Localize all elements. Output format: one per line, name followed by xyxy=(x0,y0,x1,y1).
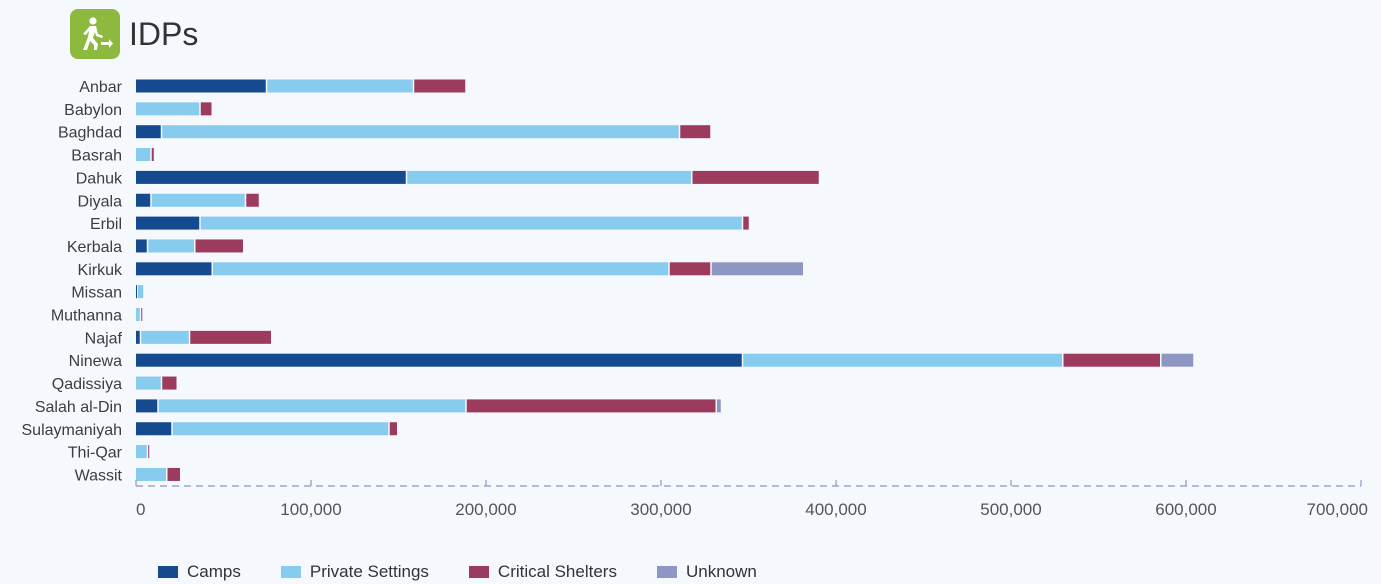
bar-camps xyxy=(136,79,266,93)
chart-title: IDPs xyxy=(129,15,199,52)
category-label: Dahuk xyxy=(76,170,123,187)
bar-private-settings xyxy=(200,216,742,230)
bar-critical-shelters xyxy=(389,422,397,436)
bar-unknown xyxy=(711,262,803,276)
bar-camps xyxy=(136,353,742,367)
bar-critical-shelters xyxy=(141,308,143,321)
category-label: Missan xyxy=(71,285,122,302)
legend-swatch xyxy=(158,566,178,578)
bar-camps xyxy=(136,422,172,436)
category-label: Baghdad xyxy=(58,125,122,142)
legend-item: Critical Shelters xyxy=(468,562,617,582)
chart-header: IDPs xyxy=(70,9,198,59)
bar-unknown xyxy=(1161,353,1194,367)
legend-label: Unknown xyxy=(685,562,757,581)
bar-private-settings xyxy=(267,79,413,93)
bar-private-settings xyxy=(136,148,151,162)
bar-private-settings xyxy=(407,170,691,184)
bar-private-settings xyxy=(743,353,1062,367)
bar-critical-shelters xyxy=(246,193,259,207)
x-tick-label: 0 xyxy=(136,500,145,519)
bar-camps xyxy=(136,216,200,230)
category-label: Erbil xyxy=(90,216,122,233)
bar-critical-shelters xyxy=(167,467,180,481)
category-label: Salah al-Din xyxy=(35,399,122,416)
category-label: Diyala xyxy=(78,193,123,210)
category-labels: Anbar Babylon Baghdad Basrah Dahuk Diyala Erbi… xyxy=(22,79,124,484)
bar-private-settings xyxy=(137,285,144,299)
x-tick-label: 400,000 xyxy=(805,500,866,519)
bar-camps xyxy=(136,170,406,184)
x-tick-label: 200,000 xyxy=(455,500,516,519)
bar-camps xyxy=(136,399,158,413)
legend-swatch xyxy=(656,566,677,578)
bar-critical-shelters xyxy=(162,376,177,390)
bar-private-settings xyxy=(141,330,189,344)
bar-camps xyxy=(136,262,212,276)
legend-label: Private Settings xyxy=(309,562,429,581)
x-tick-label: 600,000 xyxy=(1155,500,1216,519)
category-label: Najaf xyxy=(85,330,123,347)
bar-critical-shelters xyxy=(414,79,466,93)
bar-critical-shelters xyxy=(1063,353,1160,367)
bar-private-settings xyxy=(136,308,140,321)
bar-private-settings xyxy=(136,467,166,481)
bar-private-settings xyxy=(158,399,466,413)
bar-private-settings xyxy=(172,422,389,436)
category-label: Kirkuk xyxy=(78,262,123,279)
bar-camps xyxy=(136,239,147,253)
legend-swatch xyxy=(468,566,489,578)
bar-critical-shelters xyxy=(151,148,154,162)
x-tick-label: 100,000 xyxy=(280,500,341,519)
bar-critical-shelters xyxy=(190,330,271,344)
bar-private-settings xyxy=(136,102,200,116)
bar-critical-shelters xyxy=(148,445,150,459)
category-label: Wassit xyxy=(75,467,123,484)
chart-plot: Anbar Babylon Baghdad Basrah Dahuk Diyala Erbi… xyxy=(22,79,1369,519)
legend-label: Critical Shelters xyxy=(497,562,617,581)
x-axis: 0 100,000 200,000 300,000 400,000 500,000 600,… xyxy=(135,480,1368,519)
bar-critical-shelters xyxy=(680,125,711,139)
category-label: Basrah xyxy=(71,148,122,165)
x-tick-label: 300,000 xyxy=(630,500,691,519)
bar-private-settings xyxy=(162,125,679,139)
category-label: Sulaymaniyah xyxy=(22,422,123,439)
bar-critical-shelters xyxy=(692,170,819,184)
walking-person-exit-icon xyxy=(70,9,120,59)
bar-camps xyxy=(136,125,161,139)
bar-critical-shelters xyxy=(195,239,243,253)
x-tick-label: 500,000 xyxy=(980,500,1041,519)
bar-camps xyxy=(136,285,137,299)
bar-critical-shelters xyxy=(669,262,711,276)
bar-private-settings xyxy=(213,262,669,276)
category-label: Qadissiya xyxy=(52,376,122,393)
legend-item: Private Settings xyxy=(280,562,429,582)
bar-camps xyxy=(136,193,151,207)
bar-critical-shelters xyxy=(200,102,212,116)
legend-item: Unknown xyxy=(656,562,757,582)
category-label: Babylon xyxy=(64,102,122,119)
legend-swatch xyxy=(280,566,301,578)
bar-camps xyxy=(136,330,140,344)
bar-unknown xyxy=(717,399,721,413)
category-label: Kerbala xyxy=(67,239,122,256)
bar-critical-shelters xyxy=(743,216,749,230)
bar-private-settings xyxy=(151,193,245,207)
bar-private-settings xyxy=(148,239,194,253)
legend-label: Camps xyxy=(187,562,241,581)
bar-private-settings xyxy=(136,376,161,390)
bar-private-settings xyxy=(136,445,147,459)
chart-legend: Camps Private Settings Critical Shelters Un… xyxy=(158,562,797,582)
legend-item: Camps xyxy=(158,562,241,582)
category-label: Anbar xyxy=(79,79,122,96)
x-tick-label: 700,000 xyxy=(1307,500,1368,519)
bar-critical-shelters xyxy=(466,399,716,413)
category-label: Thi-Qar xyxy=(68,445,123,462)
bars-layer xyxy=(136,79,1194,481)
category-label: Ninewa xyxy=(69,353,122,370)
category-label: Muthanna xyxy=(51,308,122,325)
